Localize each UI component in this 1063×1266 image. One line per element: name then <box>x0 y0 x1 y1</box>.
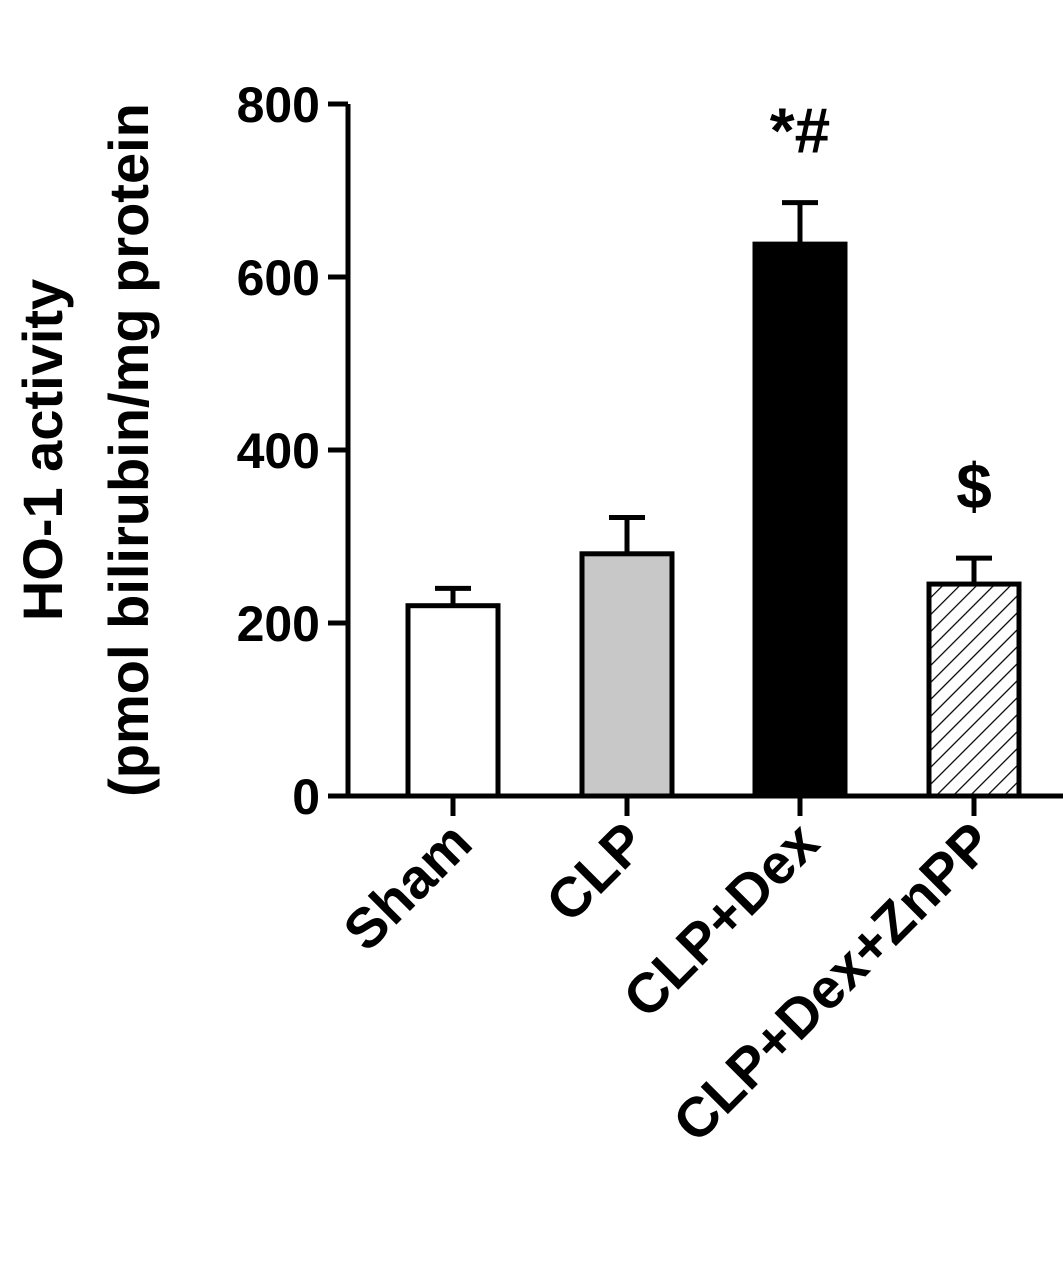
y-axis-label-line2: (pmol bilirubin/mg protein <box>97 103 160 797</box>
plot-area: *# $ <box>405 95 1022 799</box>
y-axis: 0 200 400 600 800 <box>237 77 351 825</box>
bar <box>926 581 1022 799</box>
y-tick-label: 200 <box>237 596 320 652</box>
y-tick-label: 0 <box>292 769 320 825</box>
bar <box>579 551 675 799</box>
y-tick-label: 800 <box>237 77 320 133</box>
x-tick-label: CLP+Dex+ZnPP <box>661 810 1005 1154</box>
significance-annotation: *# <box>770 95 831 167</box>
y-axis-label-line1: HO-1 activity <box>11 279 74 621</box>
significance-annotation: $ <box>956 450 992 522</box>
y-tick-label: 600 <box>237 250 320 306</box>
y-tick-label: 400 <box>237 423 320 479</box>
bar <box>405 603 501 799</box>
x-tick-label: Sham <box>331 810 483 962</box>
bar <box>752 241 848 799</box>
x-tick-label: CLP <box>534 810 658 934</box>
